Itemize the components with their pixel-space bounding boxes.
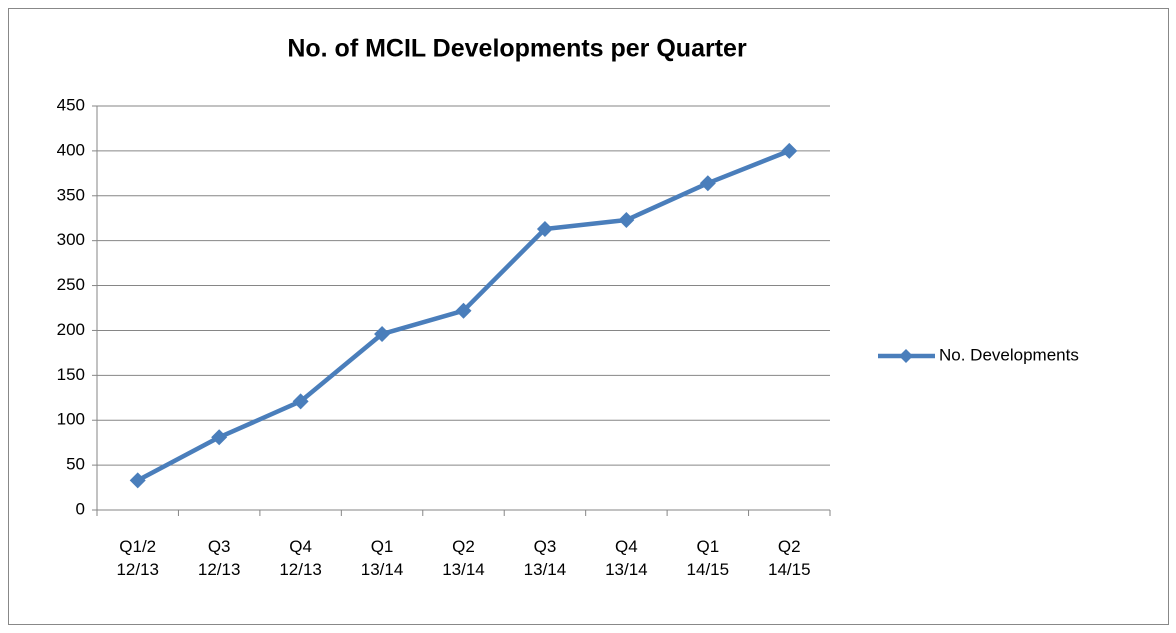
legend-label: No. Developments bbox=[939, 345, 1079, 364]
y-tick-label: 400 bbox=[57, 140, 85, 159]
x-tick-label: Q3 12/13 bbox=[197, 537, 241, 579]
marker bbox=[618, 212, 635, 229]
x-tick-label: Q1 13/14 bbox=[360, 537, 404, 579]
marker bbox=[781, 142, 798, 159]
y-tick-label: 250 bbox=[57, 275, 85, 294]
marker bbox=[211, 429, 228, 446]
x-tick-label: Q2 14/15 bbox=[767, 537, 811, 579]
y-tick-label: 0 bbox=[76, 499, 85, 518]
marker bbox=[374, 326, 391, 343]
chart-title: No. of MCIL Developments per Quarter bbox=[287, 35, 747, 63]
x-tick-label: Q4 12/13 bbox=[279, 537, 322, 579]
y-tick-label: 200 bbox=[57, 320, 85, 339]
marker bbox=[129, 472, 146, 489]
y-tick-label: 350 bbox=[57, 185, 85, 204]
marker bbox=[292, 393, 309, 410]
x-tick-label: Q1/2 12/13 bbox=[116, 537, 159, 579]
y-tick-label: 50 bbox=[66, 455, 85, 474]
x-tick-label: Q2 13/14 bbox=[442, 537, 485, 579]
x-tick-label: Q3 13/14 bbox=[523, 537, 567, 579]
y-tick-label: 150 bbox=[57, 365, 85, 384]
y-tick-label: 300 bbox=[57, 230, 85, 249]
marker bbox=[455, 302, 472, 319]
chart-border bbox=[8, 8, 1169, 625]
x-tick-label: Q1 14/15 bbox=[686, 537, 730, 579]
legend-marker bbox=[899, 349, 913, 363]
marker bbox=[536, 220, 553, 237]
x-tick-label: Q4 13/14 bbox=[605, 537, 648, 579]
marker bbox=[699, 175, 716, 192]
y-tick-label: 450 bbox=[57, 95, 85, 114]
y-tick-label: 100 bbox=[57, 410, 85, 429]
